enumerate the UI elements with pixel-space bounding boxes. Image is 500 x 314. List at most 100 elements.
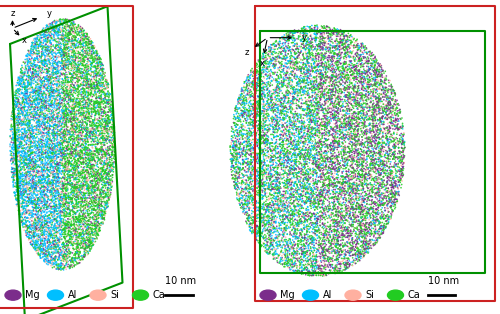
Point — [84, 190, 92, 195]
Point — [288, 101, 296, 106]
Point — [38, 165, 46, 171]
Point — [56, 163, 64, 168]
Point — [50, 257, 58, 262]
Point — [308, 220, 316, 225]
Point — [32, 103, 40, 108]
Point — [357, 128, 365, 133]
Point — [38, 49, 46, 54]
Point — [320, 91, 328, 96]
Point — [29, 73, 37, 78]
Point — [83, 64, 91, 69]
Point — [78, 236, 86, 241]
Point — [312, 78, 320, 83]
Point — [54, 129, 62, 134]
Point — [30, 161, 38, 166]
Point — [343, 73, 351, 78]
Point — [358, 160, 366, 165]
Point — [84, 36, 92, 41]
Point — [78, 105, 86, 110]
Point — [358, 178, 366, 183]
Point — [48, 235, 56, 240]
Point — [342, 145, 350, 150]
Point — [44, 25, 52, 30]
Point — [320, 76, 328, 81]
Point — [332, 88, 340, 93]
Point — [91, 182, 99, 187]
Point — [79, 218, 87, 223]
Point — [284, 177, 292, 182]
Point — [346, 124, 354, 129]
Point — [50, 160, 58, 165]
Point — [379, 122, 387, 127]
Point — [82, 145, 90, 150]
Point — [330, 189, 338, 194]
Point — [66, 71, 74, 76]
Point — [356, 172, 364, 177]
Point — [101, 70, 109, 75]
Point — [322, 253, 330, 258]
Point — [240, 145, 248, 150]
Point — [304, 198, 312, 203]
Point — [276, 190, 284, 195]
Point — [55, 68, 63, 73]
Point — [330, 138, 338, 143]
Point — [242, 121, 250, 126]
Point — [276, 181, 284, 186]
Point — [51, 223, 59, 228]
Point — [288, 155, 296, 160]
Point — [102, 127, 110, 133]
Point — [7, 125, 15, 130]
Point — [310, 66, 318, 71]
Point — [274, 117, 281, 122]
Point — [364, 135, 372, 140]
Point — [388, 119, 396, 124]
Point — [62, 181, 70, 186]
Point — [65, 61, 73, 66]
Point — [286, 230, 294, 235]
Point — [84, 244, 92, 249]
Point — [56, 123, 64, 128]
Point — [76, 55, 84, 60]
Point — [46, 245, 54, 250]
Point — [282, 36, 290, 41]
Point — [288, 246, 296, 251]
Point — [296, 208, 304, 214]
Point — [352, 219, 360, 225]
Point — [34, 108, 42, 113]
Point — [252, 69, 260, 74]
Point — [341, 69, 349, 74]
Point — [334, 197, 342, 202]
Point — [279, 151, 287, 156]
Point — [88, 64, 96, 69]
Point — [75, 194, 83, 199]
Point — [69, 201, 77, 206]
Point — [268, 78, 276, 84]
Point — [65, 158, 73, 163]
Point — [293, 146, 301, 151]
Point — [262, 122, 270, 127]
Point — [366, 207, 374, 212]
Point — [18, 221, 26, 226]
Point — [84, 53, 92, 58]
Point — [322, 149, 330, 154]
Point — [276, 198, 284, 203]
Point — [310, 85, 318, 90]
Point — [342, 189, 350, 194]
Point — [272, 144, 280, 149]
Point — [104, 200, 112, 205]
Point — [25, 191, 33, 196]
Point — [382, 136, 390, 141]
Point — [78, 231, 86, 236]
Point — [102, 137, 110, 142]
Point — [319, 189, 327, 194]
Point — [270, 226, 278, 231]
Point — [88, 109, 96, 114]
Point — [353, 45, 361, 50]
Point — [380, 178, 388, 183]
Point — [10, 183, 18, 188]
Point — [32, 167, 40, 172]
Point — [262, 250, 270, 255]
Point — [308, 220, 316, 225]
Point — [97, 202, 105, 207]
Point — [320, 75, 328, 80]
